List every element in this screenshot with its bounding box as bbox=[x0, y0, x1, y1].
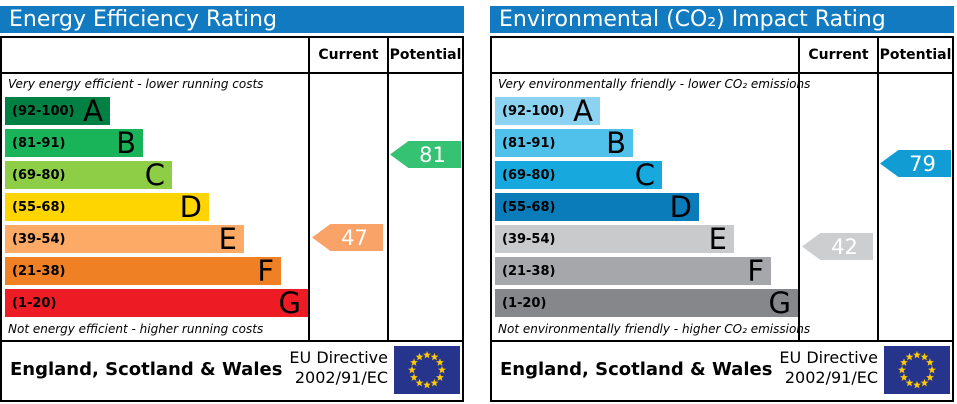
band-letter: D bbox=[669, 190, 692, 224]
eu-directive-label: EU Directive 2002/91/EC bbox=[779, 348, 878, 388]
band-letter: F bbox=[257, 254, 274, 288]
current-column-header: Current bbox=[808, 47, 869, 63]
rating-body: Very energy efficient - lower running co… bbox=[2, 74, 462, 340]
band-row-C: (69-80) C bbox=[5, 158, 172, 192]
band-row-E: (39-54) E bbox=[5, 222, 244, 256]
rating-table: Current Potential Very environmentally f… bbox=[490, 36, 954, 402]
band-range-label: (69-80) bbox=[12, 167, 66, 183]
co2-impact-panel: Environmental (CO₂) Impact Rating Curren… bbox=[490, 0, 954, 404]
band-row-D: (55-68) D bbox=[5, 190, 209, 224]
eu-directive-line2: 2002/91/EC bbox=[294, 368, 388, 387]
band-range-label: (21-38) bbox=[502, 263, 556, 279]
band-range-label: (21-38) bbox=[12, 263, 66, 279]
current-rating-value: 42 bbox=[831, 234, 858, 259]
band-range-label: (81-91) bbox=[12, 135, 66, 151]
potential-rating-arrow: 81 bbox=[390, 141, 461, 168]
eu-flag-icon bbox=[884, 346, 950, 394]
current-rating-value: 47 bbox=[341, 225, 368, 250]
band-range-label: (81-91) bbox=[502, 135, 556, 151]
band-range-label: (55-68) bbox=[12, 199, 66, 215]
band-range-label: (1-20) bbox=[502, 295, 547, 311]
panel-title: Energy Efficiency Rating bbox=[0, 6, 464, 33]
column-divider bbox=[798, 38, 800, 342]
band-range-label: (69-80) bbox=[502, 167, 556, 183]
band-letter: D bbox=[179, 190, 202, 224]
energy-efficiency-panel: Energy Efficiency Rating Current Potenti… bbox=[0, 0, 464, 404]
band-letter: E bbox=[708, 222, 727, 256]
band-letter: A bbox=[573, 94, 593, 128]
band-range-label: (39-54) bbox=[12, 231, 66, 247]
band-row-D: (55-68) D bbox=[495, 190, 699, 224]
table-header-row: Current Potential bbox=[492, 38, 952, 74]
potential-column-header: Potential bbox=[879, 47, 952, 63]
band-range-label: (92-100) bbox=[12, 103, 75, 119]
eu-directive-line1: EU Directive bbox=[779, 348, 878, 367]
top-note: Very energy efficient - lower running co… bbox=[8, 77, 264, 91]
table-header-row: Current Potential bbox=[2, 38, 462, 74]
band-row-A: (92-100) A bbox=[495, 94, 600, 128]
eu-directive-line1: EU Directive bbox=[289, 348, 388, 367]
potential-rating-arrow: 79 bbox=[880, 150, 951, 177]
band-letter: B bbox=[116, 126, 136, 160]
band-row-B: (81-91) B bbox=[495, 126, 633, 160]
band-row-C: (69-80) C bbox=[495, 158, 662, 192]
bottom-note: Not energy efficient - higher running co… bbox=[8, 322, 264, 336]
eu-flag-icon bbox=[394, 346, 460, 394]
rating-table: Current Potential Very energy efficient … bbox=[0, 36, 464, 402]
band-range-label: (92-100) bbox=[502, 103, 565, 119]
column-divider bbox=[308, 38, 310, 342]
band-row-F: (21-38) F bbox=[495, 254, 771, 288]
potential-column-header: Potential bbox=[389, 47, 462, 63]
bottom-note: Not environmentally friendly - higher CO… bbox=[498, 322, 811, 336]
column-divider bbox=[877, 38, 879, 342]
band-letter: A bbox=[83, 94, 103, 128]
band-row-G: (1-20) G bbox=[495, 286, 798, 320]
region-label: England, Scotland & Wales bbox=[10, 358, 283, 380]
band-row-F: (21-38) F bbox=[5, 254, 281, 288]
band-row-E: (39-54) E bbox=[495, 222, 734, 256]
region-label: England, Scotland & Wales bbox=[500, 358, 773, 380]
eu-directive-line2: 2002/91/EC bbox=[784, 368, 878, 387]
band-row-A: (92-100) A bbox=[5, 94, 110, 128]
band-letter: G bbox=[278, 286, 301, 320]
panel-title: Environmental (CO₂) Impact Rating bbox=[490, 6, 954, 33]
band-letter: C bbox=[144, 158, 165, 192]
eu-directive-label: EU Directive 2002/91/EC bbox=[289, 348, 388, 388]
band-letter: B bbox=[606, 126, 626, 160]
band-range-label: (1-20) bbox=[12, 295, 57, 311]
band-letter: C bbox=[634, 158, 655, 192]
potential-rating-value: 79 bbox=[909, 151, 936, 176]
band-range-label: (55-68) bbox=[502, 199, 556, 215]
band-range-label: (39-54) bbox=[502, 231, 556, 247]
current-rating-arrow: 47 bbox=[312, 224, 383, 251]
column-divider bbox=[387, 38, 389, 342]
table-footer-row: England, Scotland & Wales EU Directive 20… bbox=[492, 340, 952, 396]
current-rating-arrow: 42 bbox=[802, 233, 873, 260]
current-column-header: Current bbox=[318, 47, 379, 63]
rating-body: Very environmentally friendly - lower CO… bbox=[492, 74, 952, 340]
potential-rating-value: 81 bbox=[419, 142, 446, 167]
band-letter: F bbox=[747, 254, 764, 288]
band-letter: G bbox=[768, 286, 791, 320]
band-letter: E bbox=[218, 222, 237, 256]
band-row-G: (1-20) G bbox=[5, 286, 308, 320]
table-footer-row: England, Scotland & Wales EU Directive 20… bbox=[2, 340, 462, 396]
band-row-B: (81-91) B bbox=[5, 126, 143, 160]
top-note: Very environmentally friendly - lower CO… bbox=[498, 77, 811, 91]
